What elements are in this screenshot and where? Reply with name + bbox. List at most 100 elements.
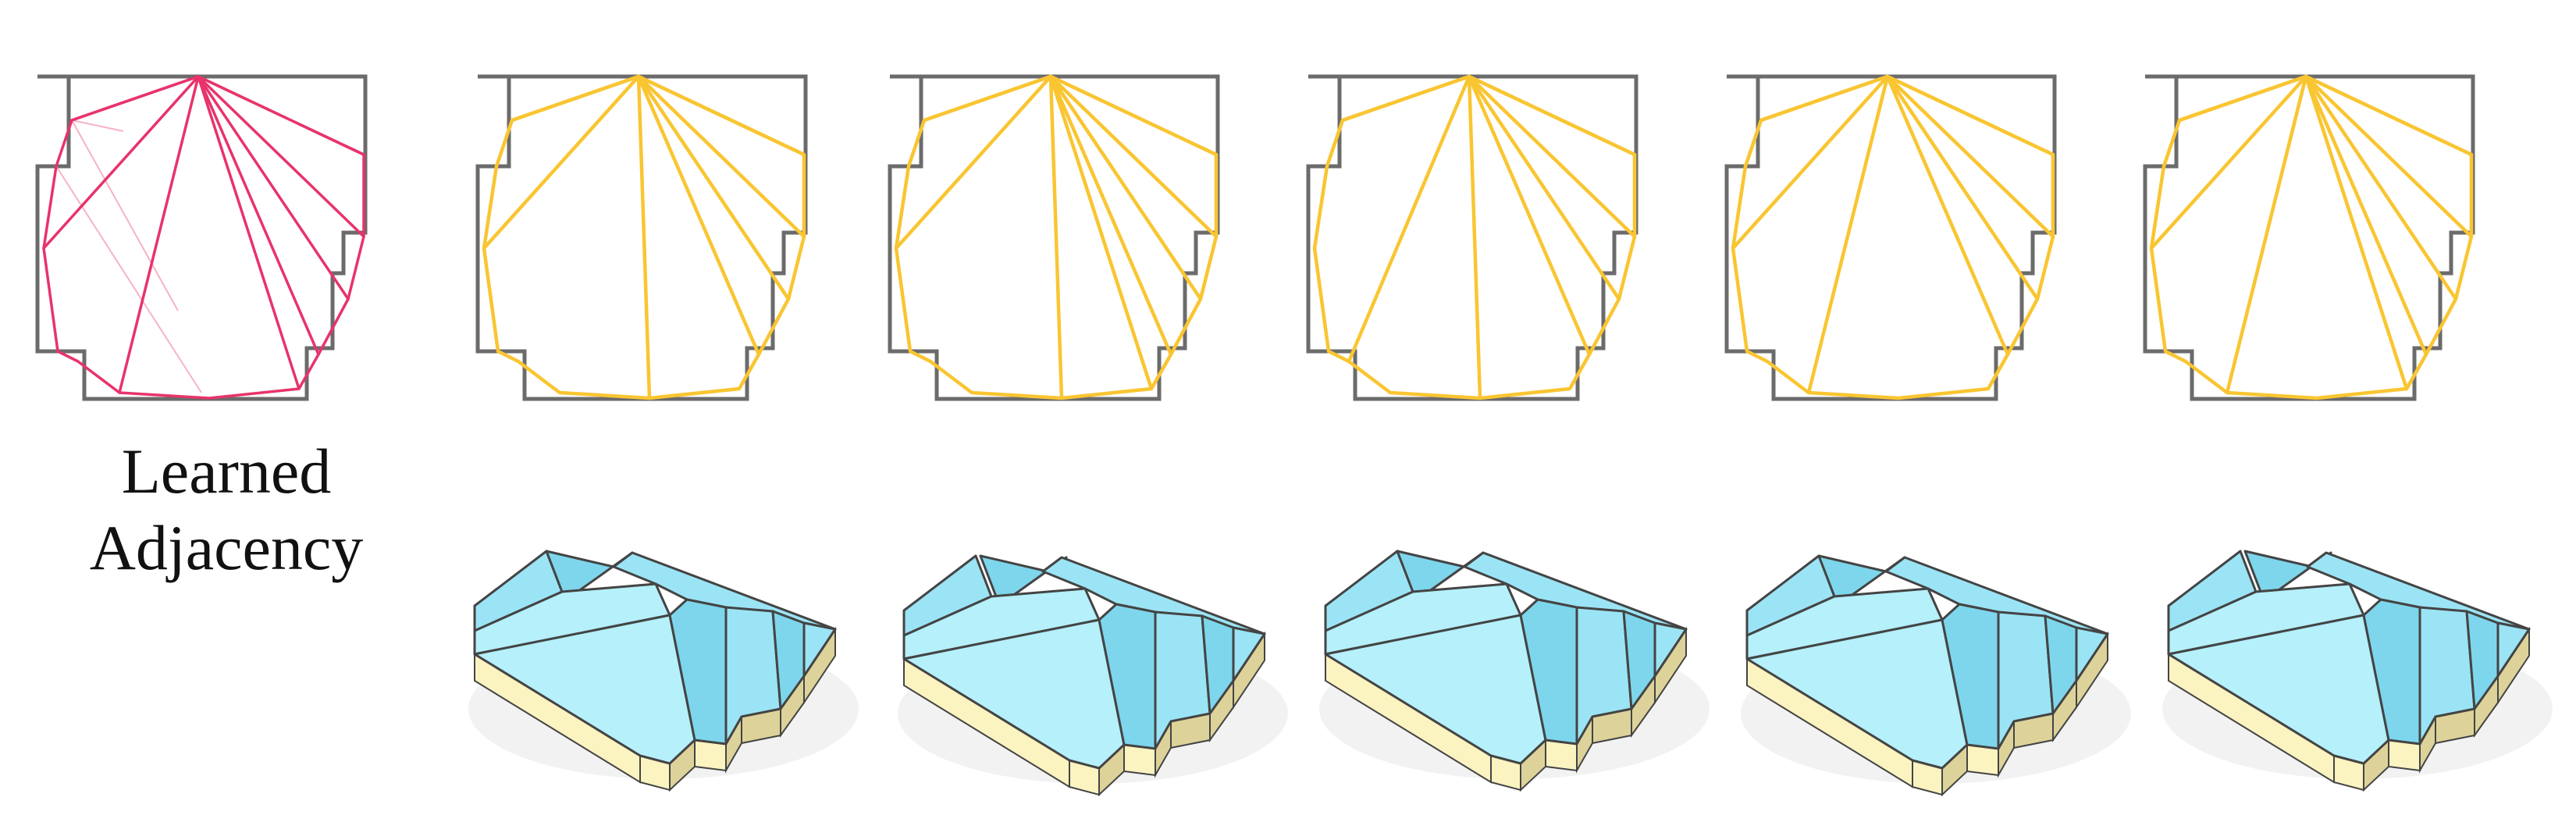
spoke-edge-4-0 [1340, 74, 1471, 123]
spoke-edge-4-6 [1467, 74, 1482, 400]
roof-face-3-4 [1324, 582, 1522, 656]
spoke-edge-3-10 [1048, 74, 1219, 239]
spoke-edge-5-11 [1885, 74, 2055, 157]
perimeter-edges-5 [1731, 74, 2055, 400]
perimeter-edges-3 [894, 74, 1219, 400]
roof-face-1-4 [473, 582, 671, 656]
roof-face-5-9 [2496, 621, 2531, 678]
faint-edge-2 [55, 165, 202, 393]
spoke-edge-2-9 [636, 74, 791, 301]
spoke-edge-4-8 [1467, 74, 1592, 357]
roof-face-2-4 [902, 587, 1101, 660]
roof-face-3-7 [1575, 606, 1633, 746]
roof-face-2-2 [979, 554, 1068, 598]
perimeter-edges-2 [482, 74, 806, 400]
perimeter-edges-4 [1312, 74, 1637, 400]
spoke-edge-1-5 [118, 75, 200, 394]
roof-face-1-2 [545, 550, 634, 593]
wall-face-3-4 [1545, 738, 1578, 772]
roof-face-4-4 [1745, 587, 1944, 660]
adjacency-panel-6 [2143, 74, 2475, 401]
spoke-edge-3-8 [1048, 74, 1173, 357]
roof-face-5-5 [2167, 614, 2390, 765]
roof-face-2-5 [902, 618, 1126, 770]
adjacency-panel-5 [1724, 74, 2057, 401]
spoke-edge-2-6 [636, 74, 652, 400]
roof-face-3-5 [1324, 614, 1547, 765]
spoke-edge-1-9 [197, 75, 350, 301]
spoke-edge-3-7 [1048, 74, 1154, 391]
perimeter-edges-1 [42, 75, 365, 400]
adjacency-panel-1 [35, 74, 368, 401]
wall-face-4-4 [1966, 743, 1999, 777]
spoke-edge-1-7 [197, 75, 301, 390]
spoke-edge-2-0 [510, 74, 641, 123]
roof-face-4-9 [2075, 626, 2109, 682]
spoke-edge-4-4 [1347, 74, 1471, 364]
adjacency-panel-4 [1306, 74, 1638, 401]
spoke-edge-1-8 [197, 75, 320, 356]
spoke-edge-5-0 [1759, 74, 1890, 123]
spoke-edge-4-9 [1467, 74, 1621, 301]
wall-face-2-4 [1123, 743, 1156, 777]
perimeter-edges-6 [2149, 74, 2474, 400]
spoke-edge-3-6 [1048, 74, 1064, 400]
spoke-edge-1-2 [42, 75, 200, 250]
adjacency-graph-row [35, 74, 2475, 401]
roof-face-2-9 [1232, 626, 1266, 682]
spoke-edge-2-11 [636, 74, 806, 157]
spoke-edge-2-2 [482, 74, 641, 251]
roof-face-4-5 [1745, 618, 1969, 770]
spoke-edge-6-11 [2304, 74, 2474, 157]
roof-model-3 [1319, 550, 1710, 792]
spoke-edge-3-0 [922, 74, 1053, 123]
spoke-edge-2-8 [636, 74, 761, 357]
roof-face-3-9 [1653, 621, 1688, 678]
roof-face-4-7 [1997, 610, 2055, 750]
spoke-edge-4-11 [1467, 74, 1637, 157]
roof-face-1-7 [724, 606, 782, 746]
spoke-edge-1-10 [197, 75, 365, 238]
spoke-edge-1-11 [197, 75, 365, 156]
roof-model-5 [2162, 550, 2553, 792]
spoke-edge-1-0 [70, 75, 200, 122]
faint-edge-1 [71, 119, 179, 311]
wall-face-5-4 [2388, 738, 2421, 772]
roof-model-4 [1741, 554, 2131, 797]
spoke-edge-6-9 [2304, 74, 2458, 301]
roof-face-1-9 [802, 621, 837, 678]
faint-edge-3 [71, 119, 124, 132]
spoke-edge-3-9 [1048, 74, 1203, 301]
roof-face-4-2 [1817, 554, 1906, 598]
spoke-edge-5-9 [1885, 74, 2040, 301]
spoke-edge-4-10 [1467, 74, 1637, 239]
wall-face-1-4 [694, 738, 727, 772]
roof-face-5-7 [2418, 606, 2476, 746]
spoke-edge-3-2 [894, 74, 1053, 251]
spoke-edge-6-0 [2177, 74, 2308, 123]
roof-model-row [468, 550, 2553, 797]
roof-face-1-5 [473, 614, 696, 765]
caption-line-2: Adjacency [89, 512, 364, 583]
spoke-edge-6-7 [2304, 74, 2409, 391]
spoke-edge-6-10 [2304, 74, 2474, 239]
roof-face-3-2 [1396, 550, 1485, 593]
spoke-edge-2-10 [636, 74, 806, 239]
roof-model-1 [468, 550, 859, 792]
adjacency-panel-3 [888, 74, 1220, 401]
spoke-edge-3-11 [1048, 74, 1219, 157]
spoke-edge-5-10 [1885, 74, 2055, 239]
learned-adjacency-caption: Learned Adjacency [23, 433, 429, 586]
adjacency-panel-2 [475, 74, 808, 401]
roof-face-5-4 [2167, 582, 2365, 656]
spoke-edge-5-2 [1731, 74, 1890, 251]
spoke-edge-5-5 [1806, 74, 1890, 395]
caption-line-1: Learned [121, 436, 332, 507]
spoke-edge-6-2 [2149, 74, 2308, 251]
roof-face-2-7 [1154, 610, 1212, 750]
roof-face-5-2 [2243, 550, 2332, 593]
spoke-edge-6-5 [2225, 74, 2308, 395]
spoke-edge-6-8 [2304, 74, 2428, 357]
spoke-edge-5-8 [1885, 74, 2010, 357]
